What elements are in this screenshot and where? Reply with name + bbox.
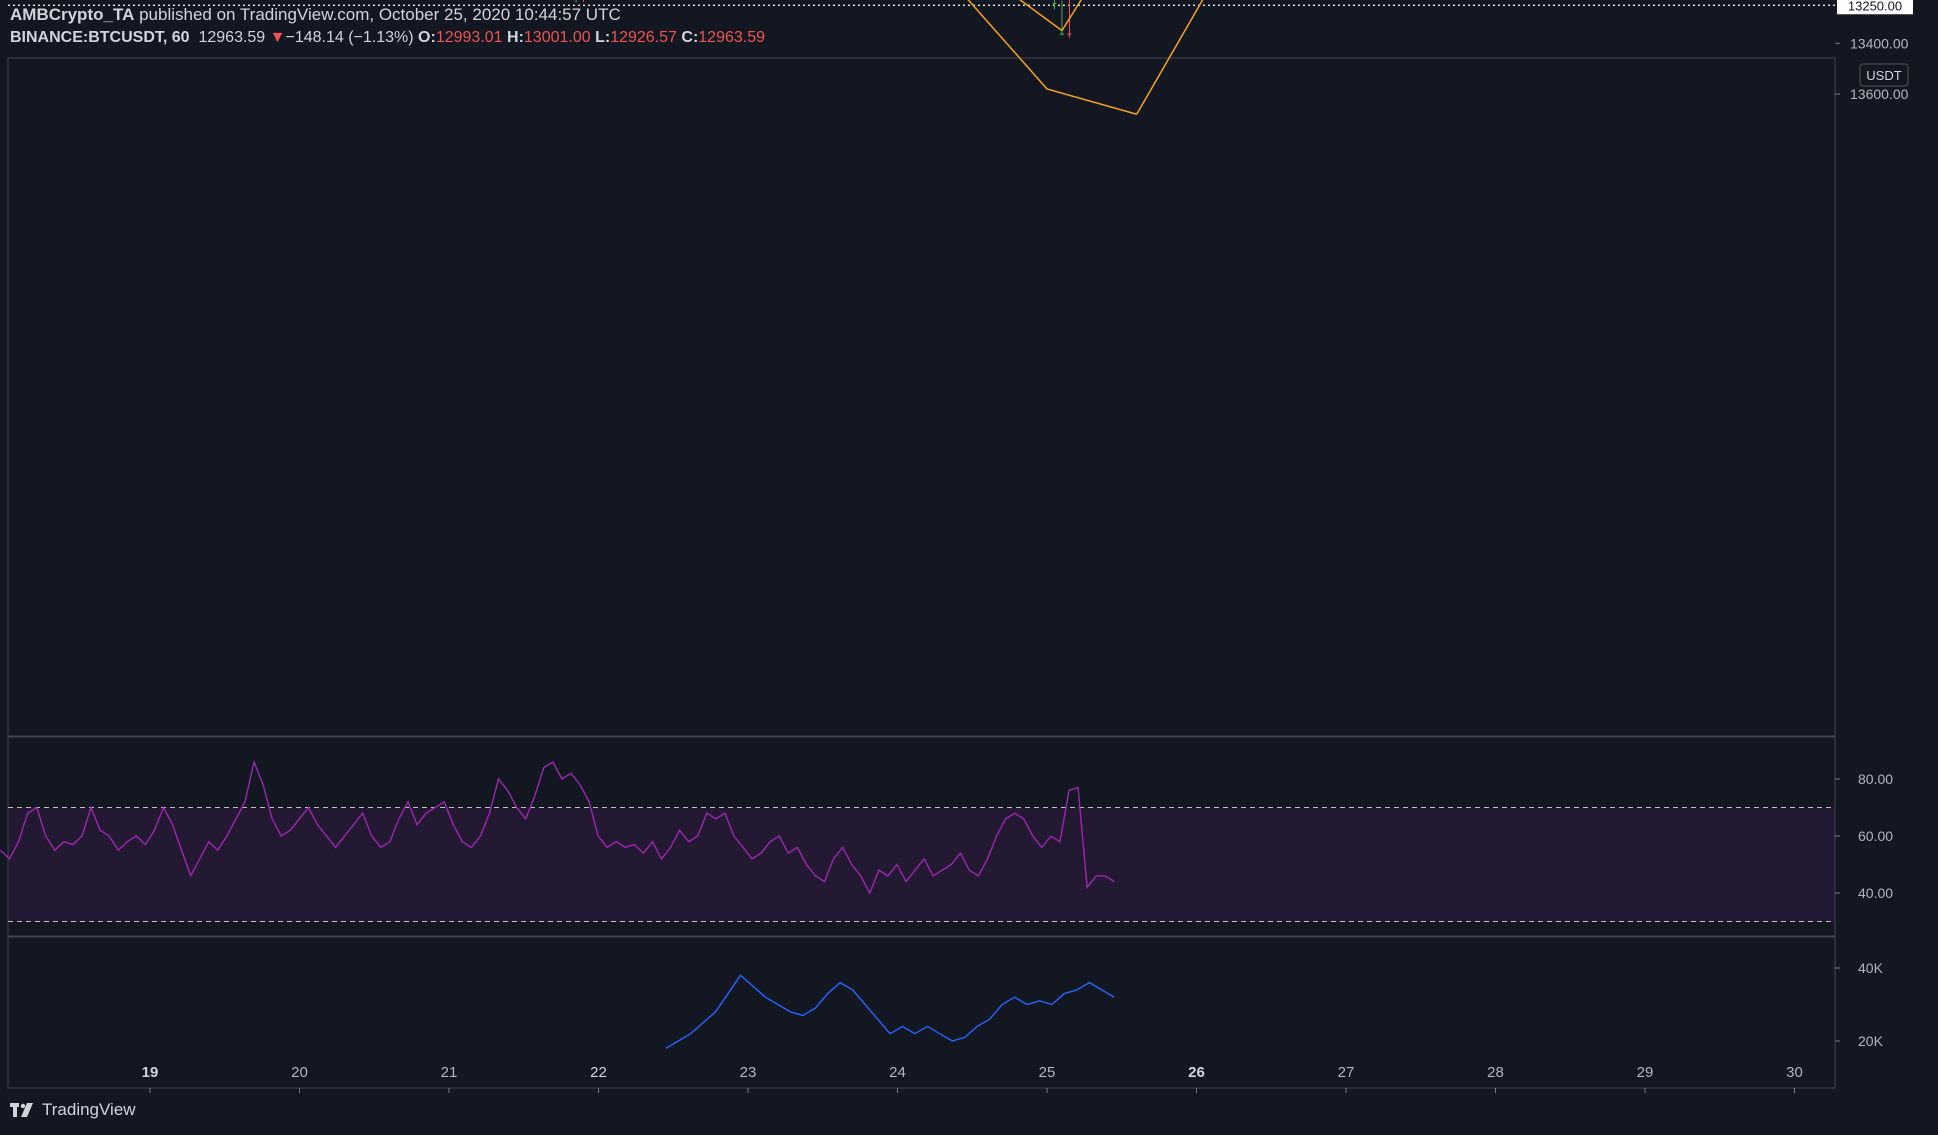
high-label: H:: [507, 29, 524, 46]
rsi-band: [9, 807, 1835, 922]
time-tick-label: 27: [1338, 1064, 1355, 1081]
forecast-leg-main: [1136, 0, 1204, 115]
forecast-leg-short: [1061, 0, 1082, 32]
close-label: C:: [681, 29, 699, 46]
rsi-tick-label: 40.00: [1858, 885, 1893, 901]
volume-tick-label: 40K: [1858, 960, 1884, 976]
symbol-label[interactable]: BINANCE:BTCUSDT, 60: [10, 29, 190, 46]
time-tick-label: 24: [889, 1064, 906, 1081]
time-tick-label: 29: [1637, 1064, 1654, 1081]
candle-body: [1052, 3, 1057, 5]
time-tick-label: 30: [1786, 1064, 1803, 1081]
candle-body: [1059, 33, 1064, 35]
last-price: 12963.59: [198, 29, 266, 46]
rsi-tick-label: 80.00: [1858, 771, 1893, 787]
time-tick-label: 28: [1487, 1064, 1504, 1081]
open-value: 12993.01: [435, 29, 503, 46]
main-pane-frame: [7, 57, 1836, 737]
marker-price-label: 13250.00: [1848, 0, 1902, 13]
publisher-name[interactable]: AMBCrypto_TA: [10, 5, 135, 24]
price-tick-label: 13400.00: [1850, 35, 1909, 51]
time-tick-label: 20: [291, 1064, 308, 1081]
time-tick-label: 21: [441, 1064, 458, 1081]
chart-header-ohlc: BINANCE:BTCUSDT, 60 12963.59 ▼−148.14 (−…: [10, 29, 765, 47]
volume-pane-frame: [7, 936, 1836, 1089]
wedge-lower-line: [1019, 0, 1063, 32]
tradingview-logo-icon: [10, 1103, 33, 1117]
low-value: 12926.57: [610, 29, 677, 46]
wedge-upper-line: [967, 0, 1137, 116]
volume-tick-label: 20K: [1858, 1033, 1884, 1049]
price-tick-label: 13600.00: [1850, 86, 1909, 102]
time-tick-label: 23: [740, 1064, 757, 1081]
price-unit-box: [1859, 63, 1909, 87]
candle-body: [1067, 33, 1072, 35]
price-change: −148.14 (−1.13%): [285, 29, 414, 46]
high-value: 13001.00: [523, 29, 591, 46]
published-text: published on TradingView.com, October 25…: [139, 5, 621, 24]
brand-name: TradingView: [42, 1100, 136, 1119]
rsi-tick-label: 60.00: [1858, 828, 1893, 844]
volume-ma-line: [665, 974, 1115, 1049]
marker-price-box: [1837, 0, 1913, 15]
time-tick-label: 22: [590, 1064, 607, 1081]
tradingview-brand[interactable]: TradingView: [10, 1100, 136, 1120]
low-label: L:: [595, 29, 611, 46]
rsi-line: [0, 759, 1115, 895]
time-tick-label: 26: [1188, 1064, 1205, 1081]
chart-header-publisher: AMBCrypto_TA published on TradingView.co…: [10, 5, 621, 25]
change-down-icon: ▼: [269, 29, 286, 46]
candles-group: [575, 0, 1072, 38]
close-value: 12963.59: [698, 29, 766, 46]
open-label: O:: [418, 29, 436, 46]
time-tick-label: 25: [1039, 1064, 1056, 1081]
time-tick-label: 19: [142, 1064, 159, 1081]
price-unit-label: USDT: [1866, 68, 1901, 83]
